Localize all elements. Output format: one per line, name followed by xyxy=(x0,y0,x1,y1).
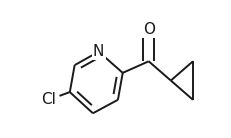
Text: Cl: Cl xyxy=(41,92,56,107)
Text: N: N xyxy=(93,44,104,59)
Text: O: O xyxy=(142,22,154,37)
